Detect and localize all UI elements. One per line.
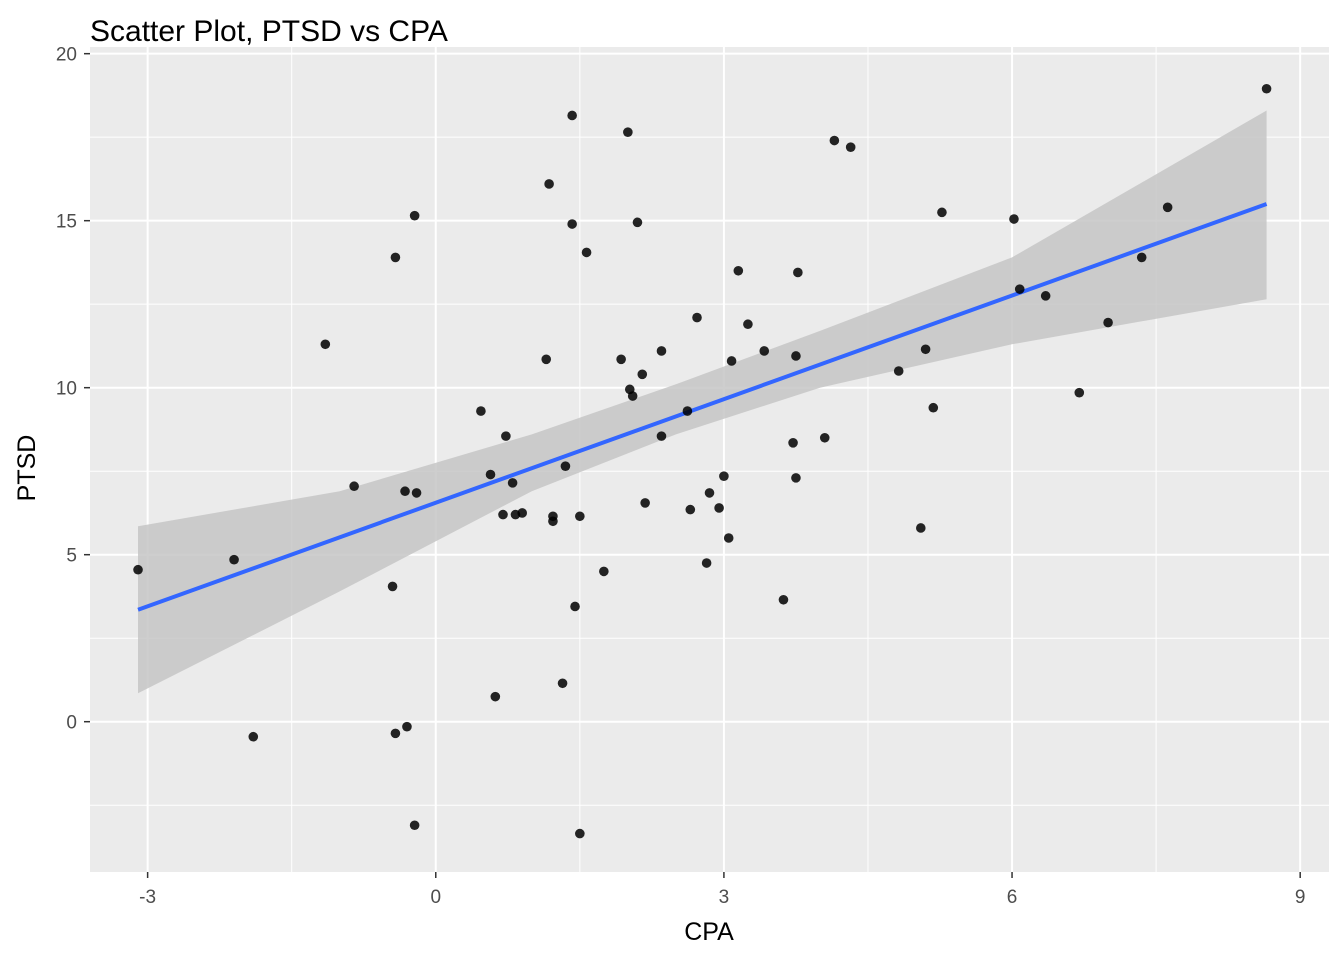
data-point [845,142,856,153]
data-point [627,391,638,401]
data-point [557,678,568,689]
data-point [575,511,585,522]
data-point [581,247,592,258]
data-point [759,346,770,356]
data-point [476,406,486,416]
y-tick-label: 10 [56,379,77,400]
data-point [685,504,696,515]
data-point [599,566,609,577]
y-axis-tick-labels: 0 5 10 15 20 [56,45,77,734]
data-point [937,207,947,218]
data-point [567,110,577,121]
x-tick-label: 6 [1007,887,1018,908]
data-point [656,431,667,441]
x-axis-tick-labels: -3 0 3 6 9 [139,887,1305,908]
x-tick-label: 9 [1295,887,1306,908]
x-tick-label: 0 [430,887,441,908]
data-point [501,431,511,441]
data-point [507,478,518,488]
data-point [490,691,501,702]
data-point [400,486,410,497]
data-point [743,319,753,330]
data-point [411,488,422,498]
chart-title: Scatter Plot, PTSD vs CPA [90,15,448,48]
data-point [1162,202,1173,213]
data-point [714,503,724,513]
y-tick-label: 0 [66,713,77,734]
data-point [788,437,798,448]
data-point [829,135,840,146]
data-point [719,471,729,482]
data-point [920,344,931,355]
data-point [726,356,737,366]
data-point [560,461,571,471]
data-point [656,346,667,356]
data-point [575,828,585,839]
data-point [1009,214,1019,224]
data-point [349,481,359,492]
data-point [623,127,633,137]
data-point [485,469,496,480]
x-axis-title: CPA [684,918,734,946]
data-point [229,554,239,565]
data-point [701,558,712,568]
data-point [548,516,558,527]
data-point [928,402,939,413]
data-point [791,351,801,361]
data-point [682,406,693,416]
data-point [632,217,643,228]
data-point [637,369,648,380]
data-point [893,366,904,376]
minor-gridlines [90,47,1329,872]
data-point [544,179,554,189]
data-point [133,564,143,575]
regression-line [137,202,1268,612]
data-point [1014,284,1025,294]
data-point [390,728,401,739]
data-point [541,354,552,365]
axis-ticks [84,52,1301,878]
data-point [320,339,331,350]
y-tick-label: 5 [66,546,77,567]
data-point [1040,291,1051,301]
y-tick-label: 15 [56,212,77,233]
data-point [409,820,420,831]
data-point [616,354,626,365]
data-point [640,498,650,508]
data-point [723,533,734,543]
data-point [1074,387,1085,398]
x-tick-label: -3 [139,887,156,908]
data-point [567,219,577,229]
data-point [1136,252,1147,263]
data-point [1261,83,1272,94]
data-point [390,252,401,263]
data-point [733,265,744,276]
data-point [409,210,420,221]
plot-panel [90,47,1329,872]
y-axis-title: PTSD [13,435,41,502]
y-tick-label: 20 [56,45,77,66]
data-point [916,523,926,533]
data-point [248,731,259,742]
data-point [498,509,508,520]
data-point [402,721,412,732]
data-point [778,594,789,605]
confidence-band [138,110,1267,694]
data-point [791,473,801,483]
data-point [570,601,580,612]
data-point [1103,317,1113,328]
data-point [692,312,702,323]
data-points [133,83,1272,839]
data-point [517,508,528,518]
data-point [793,267,803,278]
x-tick-label: 3 [719,887,730,908]
data-point [704,488,715,498]
data-point [819,432,830,443]
data-point [387,581,398,592]
